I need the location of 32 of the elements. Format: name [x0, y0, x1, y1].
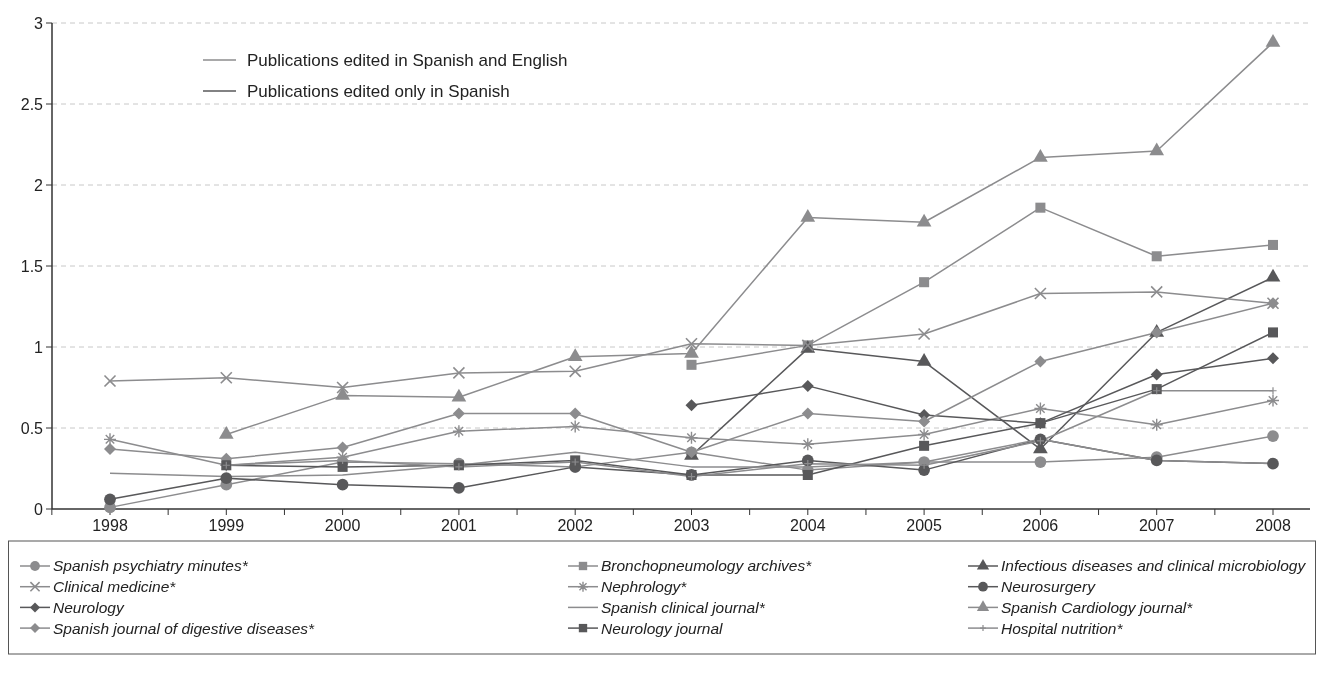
- x-tick-label: 1998: [92, 517, 128, 534]
- legend-label: Neurology: [53, 598, 125, 616]
- y-tick-label: 3: [34, 14, 44, 32]
- x-tick-label: 2004: [790, 517, 826, 534]
- y-tick-label: 1: [34, 338, 44, 356]
- legend-label: Hospital nutrition*: [1001, 619, 1124, 637]
- x-tick-label: 2002: [557, 517, 594, 534]
- legend-label: Spanish psychiatry minutes*: [53, 557, 249, 575]
- legend-label: Publications edited in Spanish and English: [247, 50, 568, 70]
- legend-label: Neurology journal: [601, 619, 724, 637]
- legend-label: Bronchopneumology archives*: [601, 557, 813, 575]
- legend-label: Neurosurgery: [1001, 578, 1097, 596]
- legend-label: Spanish Cardiology journal*: [1001, 598, 1194, 616]
- y-tick-label: 0: [34, 500, 44, 518]
- x-tick-label: 2003: [673, 517, 710, 534]
- legend-label: Publications edited only in Spanish: [247, 81, 510, 101]
- y-tick-label: 2: [34, 176, 44, 194]
- legend-label: Infectious diseases and clinical microbiology: [1001, 557, 1307, 575]
- legend-label: Clinical medicine*: [53, 578, 177, 596]
- legend-label: Spanish clinical journal*: [601, 598, 766, 616]
- legend-label: Spanish journal of digestive diseases*: [53, 619, 316, 637]
- x-tick-label: 2008: [1255, 517, 1291, 534]
- y-tick-label: 0.5: [20, 419, 44, 437]
- x-tick-label: 1999: [208, 517, 245, 534]
- y-tick-label: 2.5: [20, 95, 44, 113]
- y-tick-label: 1.5: [20, 257, 44, 275]
- x-tick-label: 2000: [324, 517, 361, 534]
- x-tick-label: 2007: [1138, 517, 1175, 534]
- legend-label: Nephrology*: [601, 578, 688, 596]
- x-tick-label: 2006: [1022, 517, 1059, 534]
- x-tick-label: 2001: [441, 517, 477, 534]
- x-tick-label: 2005: [906, 517, 942, 534]
